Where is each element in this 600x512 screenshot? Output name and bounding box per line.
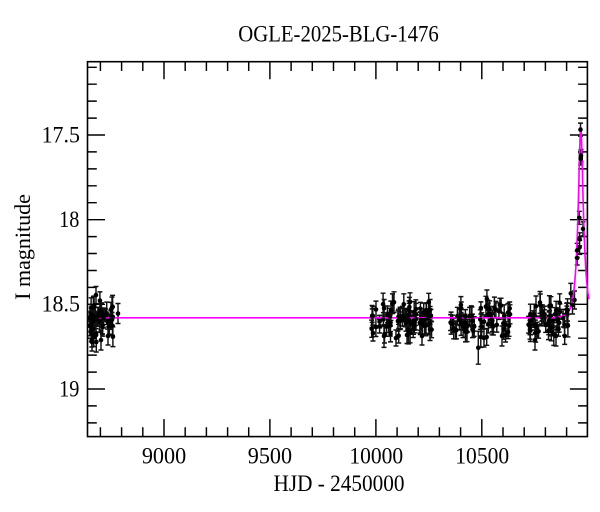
svg-text:OGLE-2025-BLG-1476: OGLE-2025-BLG-1476: [238, 22, 439, 48]
svg-text:10000: 10000: [349, 444, 403, 470]
svg-text:I magnitude: I magnitude: [10, 194, 35, 300]
svg-text:9000: 9000: [142, 444, 186, 470]
svg-text:19: 19: [59, 376, 79, 402]
svg-text:18.5: 18.5: [42, 292, 80, 318]
svg-text:HJD - 2450000: HJD - 2450000: [274, 471, 405, 497]
svg-text:18: 18: [59, 207, 79, 233]
svg-text:9500: 9500: [248, 444, 292, 470]
svg-text:17.5: 17.5: [42, 122, 80, 148]
svg-text:10500: 10500: [455, 444, 509, 470]
